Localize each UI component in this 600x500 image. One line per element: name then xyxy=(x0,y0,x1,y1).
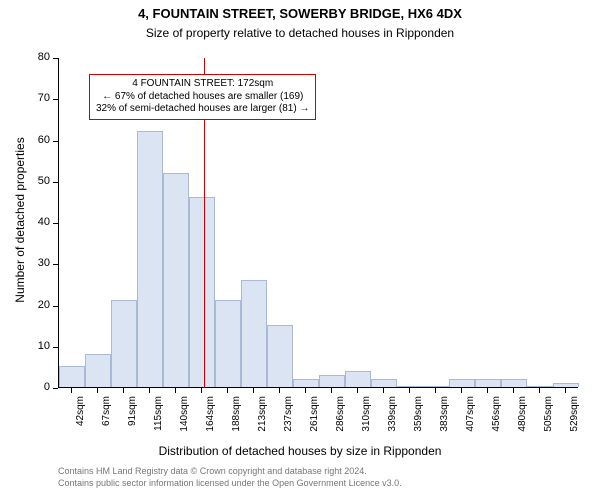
x-tick-mark xyxy=(175,388,176,393)
annotation-line3: 32% of semi-detached houses are larger (… xyxy=(96,103,309,116)
x-tick-mark xyxy=(227,388,228,393)
x-tick-label: 115sqm xyxy=(153,396,164,446)
annotation-line2: ← 67% of detached houses are smaller (16… xyxy=(96,91,309,104)
x-tick-mark xyxy=(149,388,150,393)
y-tick-label: 20 xyxy=(24,299,50,311)
y-tick-mark xyxy=(53,182,58,183)
y-tick-label: 50 xyxy=(24,175,50,187)
y-tick-mark xyxy=(53,347,58,348)
histogram-bar xyxy=(111,300,137,387)
x-tick-label: 237sqm xyxy=(283,396,294,446)
chart-title: 4, FOUNTAIN STREET, SOWERBY BRIDGE, HX6 … xyxy=(0,6,600,21)
x-tick-mark xyxy=(305,388,306,393)
y-tick-label: 60 xyxy=(24,134,50,146)
chart-subtitle: Size of property relative to detached ho… xyxy=(0,26,600,40)
x-tick-label: 480sqm xyxy=(517,396,528,446)
y-tick-mark xyxy=(53,99,58,100)
y-tick-label: 40 xyxy=(24,216,50,228)
x-tick-mark xyxy=(409,388,410,393)
x-tick-label: 140sqm xyxy=(179,396,190,446)
x-tick-mark xyxy=(201,388,202,393)
y-tick-mark xyxy=(53,58,58,59)
annotation-line1: 4 FOUNTAIN STREET: 172sqm xyxy=(96,78,309,91)
x-tick-label: 529sqm xyxy=(569,396,580,446)
y-tick-mark xyxy=(53,306,58,307)
x-tick-mark xyxy=(123,388,124,393)
y-tick-label: 0 xyxy=(24,381,50,393)
histogram-bar xyxy=(163,173,189,388)
x-tick-label: 286sqm xyxy=(335,396,346,446)
x-tick-mark xyxy=(539,388,540,393)
footer-line1: Contains HM Land Registry data © Crown c… xyxy=(58,466,402,478)
x-tick-label: 67sqm xyxy=(101,396,112,446)
histogram-bar xyxy=(137,131,163,387)
histogram-bar xyxy=(553,383,579,387)
histogram-bar xyxy=(527,386,553,387)
y-tick-label: 80 xyxy=(24,51,50,63)
footer-line2: Contains public sector information licen… xyxy=(58,478,402,490)
histogram-bar xyxy=(189,197,215,387)
x-tick-mark xyxy=(383,388,384,393)
histogram-bar xyxy=(475,379,501,387)
y-tick-mark xyxy=(53,223,58,224)
histogram-bar xyxy=(449,379,475,387)
x-tick-label: 310sqm xyxy=(361,396,372,446)
x-tick-mark xyxy=(513,388,514,393)
y-tick-label: 30 xyxy=(24,257,50,269)
histogram-bar xyxy=(215,300,241,387)
x-tick-label: 407sqm xyxy=(465,396,476,446)
histogram-chart: 4, FOUNTAIN STREET, SOWERBY BRIDGE, HX6 … xyxy=(0,0,600,500)
attribution-footer: Contains HM Land Registry data © Crown c… xyxy=(58,466,402,489)
x-tick-mark xyxy=(565,388,566,393)
x-tick-label: 505sqm xyxy=(543,396,554,446)
x-tick-label: 339sqm xyxy=(387,396,398,446)
x-tick-label: 261sqm xyxy=(309,396,320,446)
histogram-bar xyxy=(85,354,111,387)
x-tick-label: 164sqm xyxy=(205,396,216,446)
x-tick-mark xyxy=(97,388,98,393)
histogram-bar xyxy=(293,379,319,387)
y-tick-mark xyxy=(53,388,58,389)
histogram-bar xyxy=(241,280,267,387)
histogram-bar xyxy=(59,366,85,387)
x-tick-label: 456sqm xyxy=(491,396,502,446)
x-tick-label: 359sqm xyxy=(413,396,424,446)
x-tick-mark xyxy=(331,388,332,393)
x-tick-mark xyxy=(71,388,72,393)
x-tick-mark xyxy=(357,388,358,393)
histogram-bar xyxy=(319,375,345,387)
x-axis-label: Distribution of detached houses by size … xyxy=(0,444,600,458)
histogram-bar xyxy=(267,325,293,387)
histogram-bar xyxy=(371,379,397,387)
y-tick-mark xyxy=(53,141,58,142)
y-tick-mark xyxy=(53,264,58,265)
x-tick-label: 188sqm xyxy=(231,396,242,446)
x-tick-mark xyxy=(253,388,254,393)
x-tick-mark xyxy=(279,388,280,393)
histogram-bar xyxy=(397,386,423,387)
annotation-box: 4 FOUNTAIN STREET: 172sqm ← 67% of detac… xyxy=(89,74,316,120)
x-tick-label: 383sqm xyxy=(439,396,450,446)
plot-area: 4 FOUNTAIN STREET: 172sqm ← 67% of detac… xyxy=(58,58,578,388)
x-tick-mark xyxy=(461,388,462,393)
x-tick-label: 42sqm xyxy=(75,396,86,446)
histogram-bar xyxy=(423,386,449,387)
x-tick-label: 213sqm xyxy=(257,396,268,446)
y-tick-label: 70 xyxy=(24,92,50,104)
y-tick-label: 10 xyxy=(24,340,50,352)
x-tick-mark xyxy=(487,388,488,393)
x-tick-mark xyxy=(435,388,436,393)
x-tick-label: 91sqm xyxy=(127,396,138,446)
histogram-bar xyxy=(345,371,371,388)
histogram-bar xyxy=(501,379,527,387)
